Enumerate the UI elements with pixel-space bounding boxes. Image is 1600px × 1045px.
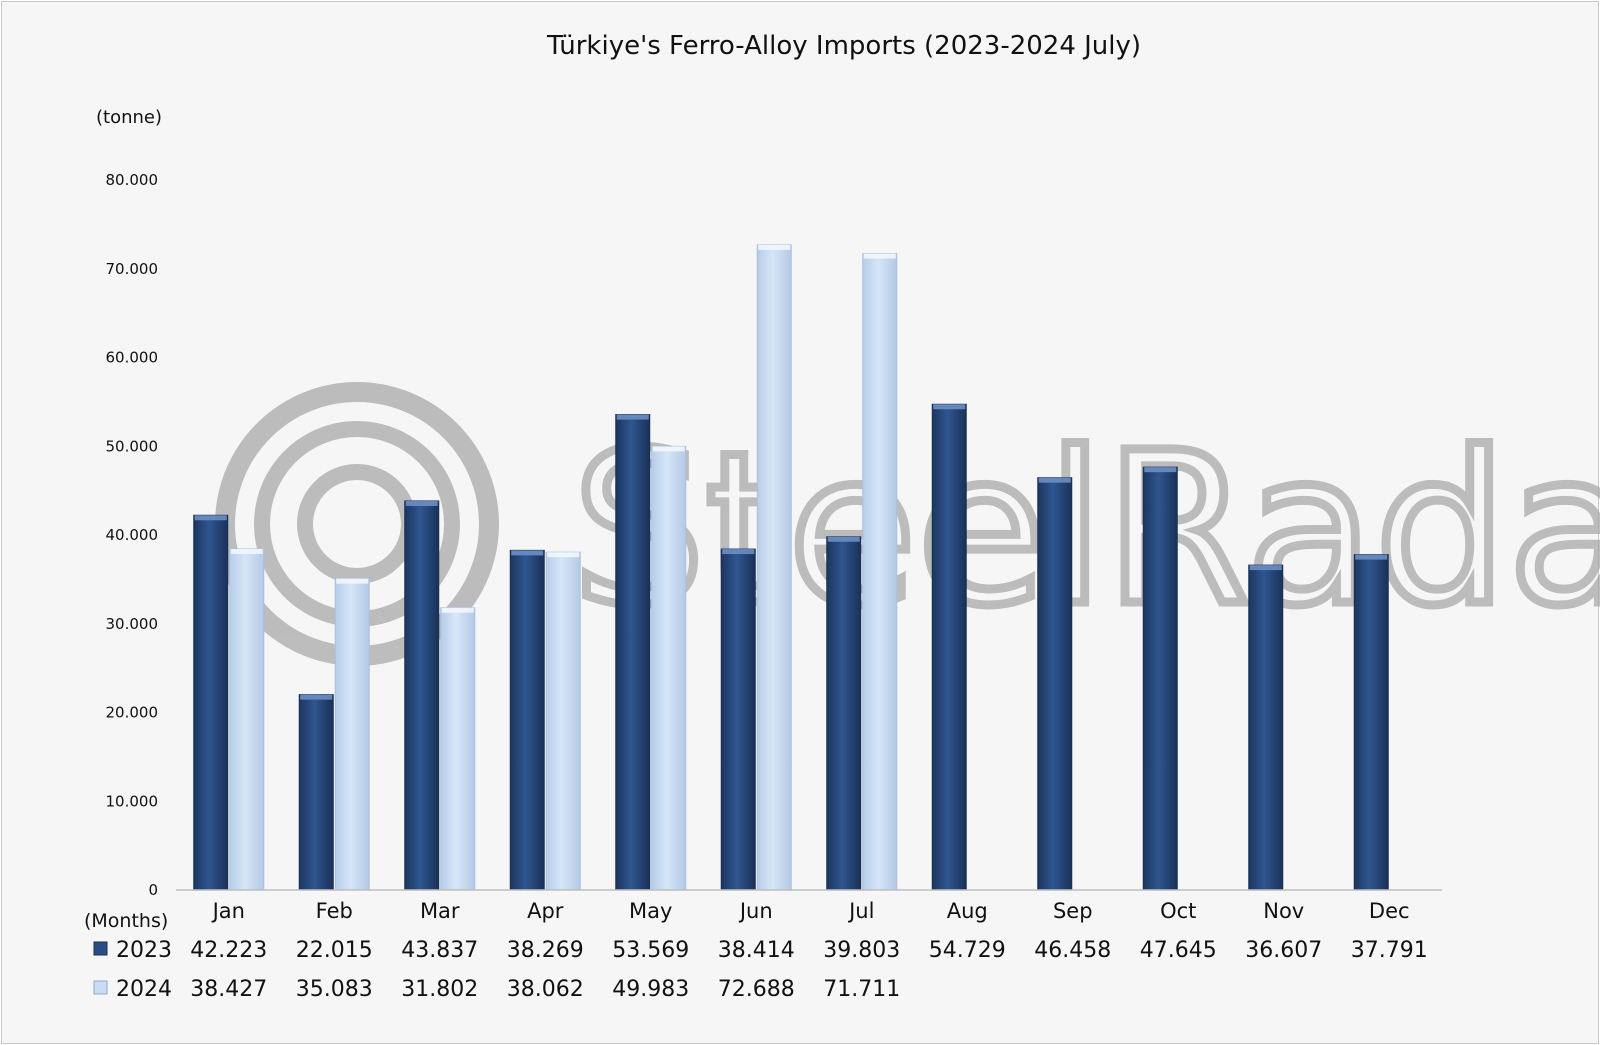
data-label-2023-aug: 54.729: [929, 938, 1006, 963]
chart-title: Türkiye's Ferro-Alloy Imports (2023-2024…: [546, 31, 1141, 61]
bar-2024-mar: [440, 607, 476, 891]
bar-2023-may: [615, 414, 651, 891]
bar-2023-jun: [720, 548, 756, 891]
category-label-jan: Jan: [211, 899, 245, 923]
legend-label-2023: 2023: [116, 938, 172, 963]
bar-2023-jan: [193, 514, 229, 891]
bar-2024-may: [651, 445, 687, 891]
category-label-feb: Feb: [316, 899, 353, 923]
bar-2023-nov: [1248, 564, 1284, 891]
bars: [193, 244, 1389, 891]
data-label-2024-apr: 38.062: [507, 977, 584, 1002]
category-label-oct: Oct: [1160, 899, 1196, 923]
y-tick-label: 20.000: [106, 704, 159, 722]
bar-2024-jun: [756, 244, 792, 891]
data-label-2024-mar: 31.802: [401, 977, 478, 1002]
data-label-2023-oct: 47.645: [1140, 938, 1217, 963]
data-label-2023-mar: 43.837: [401, 938, 478, 963]
data-label-2023-apr: 38.269: [507, 938, 584, 963]
bar-2024-jan: [229, 548, 265, 891]
data-label-2023-dec: 37.791: [1351, 938, 1428, 963]
data-label-2023-sep: 46.458: [1034, 938, 1111, 963]
data-label-2024-jul: 71.711: [823, 977, 900, 1002]
y-tick-label: 30.000: [106, 615, 159, 633]
y-tick-label: 40.000: [106, 526, 159, 544]
y-axis-unit: (tonne): [96, 107, 162, 128]
data-label-2023-jun: 38.414: [718, 938, 795, 963]
bar-2023-jul: [826, 536, 862, 891]
category-label-mar: Mar: [420, 899, 460, 923]
legend-key-2024: [93, 980, 108, 995]
category-labels: Jan Feb Mar Apr May Jun Jul Aug Sep Oct Nov Dec: [211, 899, 1410, 923]
bar-2023-mar: [404, 500, 440, 891]
bar-2023-aug: [931, 403, 967, 891]
bar-2023-dec: [1353, 554, 1389, 891]
y-tick-label: 0: [148, 881, 158, 899]
bar-2023-apr: [509, 549, 545, 891]
category-label-nov: Nov: [1263, 899, 1304, 923]
y-tick-label: 80.000: [106, 171, 159, 189]
bar-2023-sep: [1037, 477, 1073, 891]
data-label-2023-jan: 42.223: [190, 938, 267, 963]
y-axis-ticks: 0 10.000 20.000 30.000 40.000 50.000 60.000 70.…: [106, 171, 159, 899]
y-tick-label: 60.000: [106, 349, 159, 367]
category-label-dec: Dec: [1369, 899, 1410, 923]
bar-2024-jul: [862, 253, 898, 891]
data-label-2023-nov: 36.607: [1245, 938, 1322, 963]
data-label-2023-may: 53.569: [612, 938, 689, 963]
data-label-2024-jan: 38.427: [190, 977, 267, 1002]
data-label-2024-jun: 72.688: [718, 977, 795, 1002]
bar-2024-apr: [545, 551, 581, 891]
category-label-aug: Aug: [947, 899, 988, 923]
data-label-2023-jul: 39.803: [823, 938, 900, 963]
bar-2024-feb: [334, 578, 370, 891]
data-label-2023-feb: 22.015: [296, 938, 373, 963]
y-tick-label: 50.000: [106, 437, 159, 455]
category-label-jun: Jun: [738, 899, 773, 923]
data-label-2024-feb: 35.083: [296, 977, 373, 1002]
y-tick-label: 10.000: [106, 792, 159, 810]
y-tick-label: 70.000: [106, 260, 159, 278]
bar-2023-oct: [1142, 466, 1178, 891]
x-axis-label: (Months): [84, 910, 168, 932]
category-label-may: May: [629, 899, 672, 923]
data-label-2024-may: 49.983: [612, 977, 689, 1002]
category-label-sep: Sep: [1053, 899, 1093, 923]
legend-label-2024: 2024: [116, 977, 172, 1002]
category-label-jul: Jul: [847, 899, 874, 923]
legend-key-2023: [93, 941, 108, 956]
data-table: 2023 42.223 22.015 43.837 38.269 53.569 38.414…: [93, 938, 1428, 1002]
category-label-apr: Apr: [527, 899, 564, 923]
bar-2023-feb: [298, 694, 334, 891]
